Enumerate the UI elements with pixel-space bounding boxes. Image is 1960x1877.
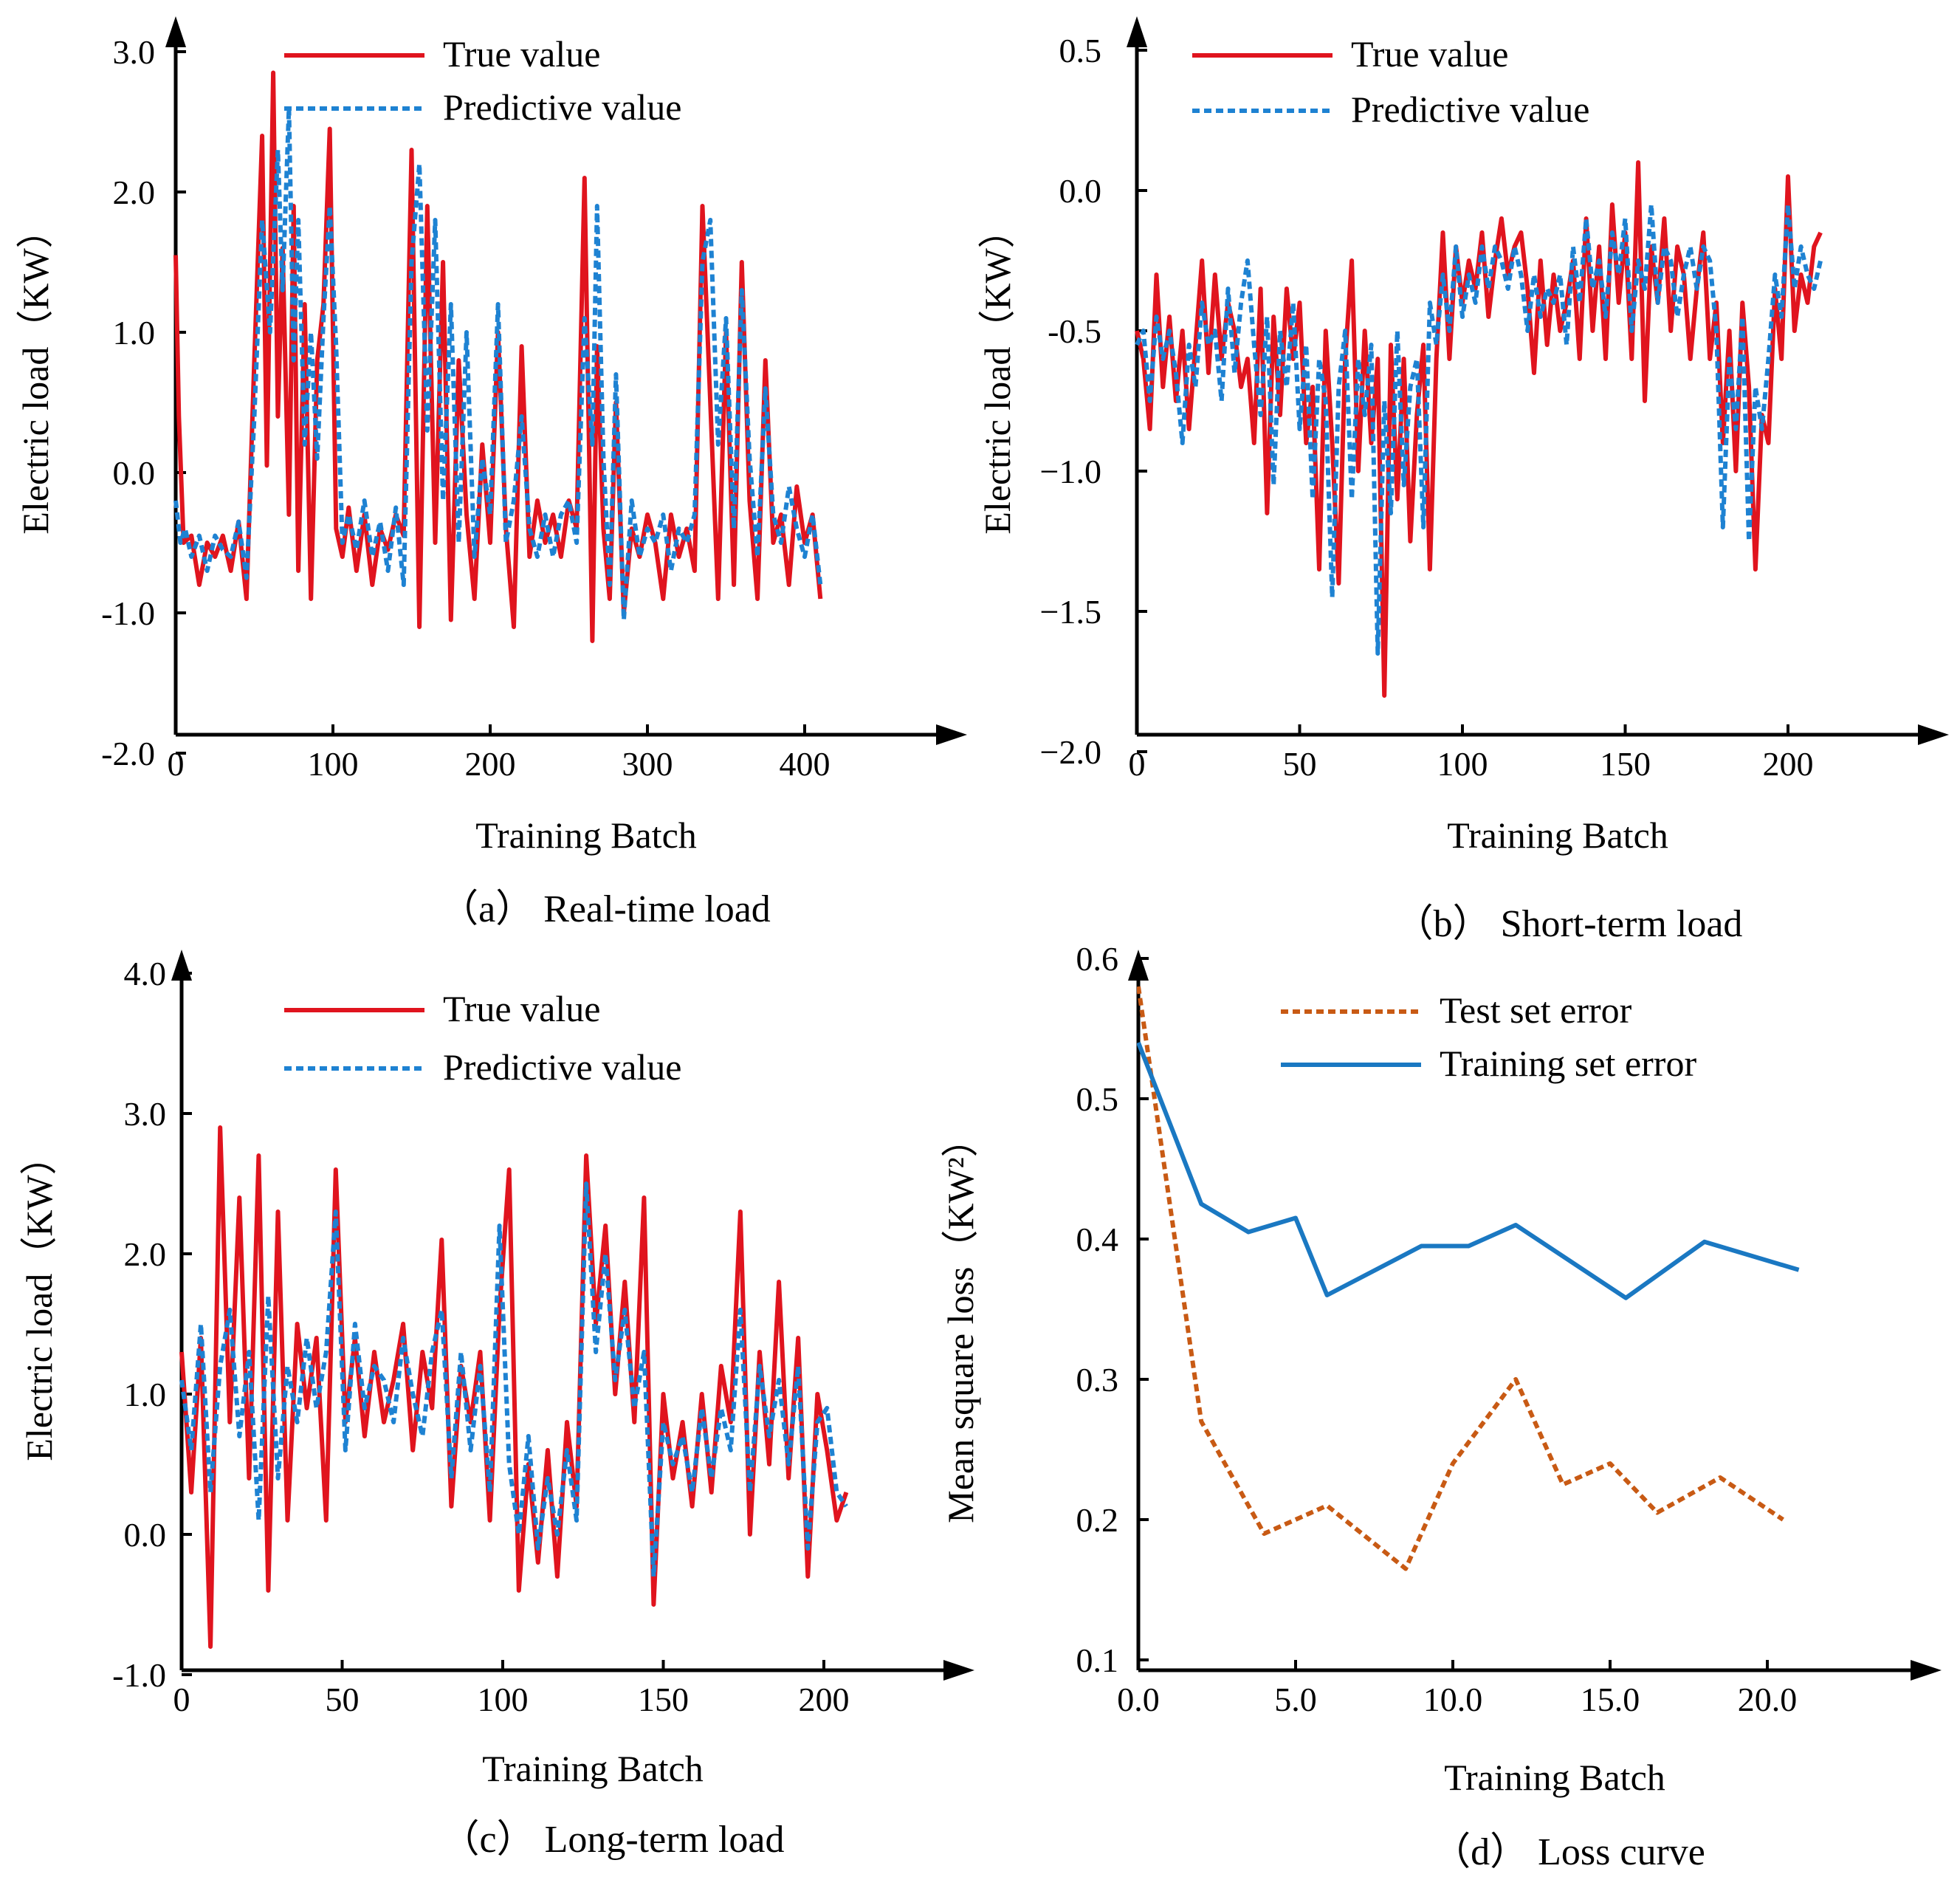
y-tick-label: 0.0: [113, 454, 156, 492]
caption-d: （d） Loss curve: [1432, 1831, 1705, 1873]
x-axis-label: Training Batch: [482, 1748, 704, 1789]
x-tick-label: 200: [1763, 745, 1814, 783]
x-tick-label: 150: [638, 1681, 689, 1718]
x-axis-label: Training Batch: [1444, 1757, 1665, 1798]
x-axis-label: Training Batch: [1447, 814, 1668, 856]
legend-label: Training set error: [1440, 1043, 1696, 1084]
x-axis-arrow-icon: [936, 724, 967, 745]
series-line-training-set-error: [1137, 1041, 1800, 1300]
x-axis-arrow-icon: [1911, 1660, 1942, 1681]
x-tick-label: 5.0: [1274, 1681, 1317, 1718]
y-axis-arrow-icon: [165, 16, 186, 47]
y-tick-label: −1.0: [1040, 453, 1101, 490]
x-tick-label: 100: [1437, 745, 1488, 783]
y-tick-label: 0.1: [1076, 1641, 1119, 1679]
series-line-predictive-value: [179, 1181, 848, 1579]
y-tick-label: 0.6: [1076, 940, 1119, 978]
x-tick-label: 150: [1600, 745, 1651, 783]
caption-c: （c） Long-term load: [441, 1819, 785, 1861]
y-tick-label: 0.4: [1076, 1221, 1119, 1258]
legend-label: Predictive value: [443, 86, 682, 128]
x-tick-label: 0: [173, 1681, 190, 1718]
series-group: [173, 70, 823, 643]
x-tick-label: 0: [168, 745, 185, 783]
y-tick-label: -1.0: [101, 594, 155, 632]
y-axis-label: Mean square loss（KW²）: [940, 1120, 981, 1523]
x-axis-arrow-icon: [943, 1660, 974, 1681]
series-line-true-value: [1135, 160, 1823, 698]
caption-b: （b） Short-term load: [1395, 903, 1743, 945]
series-line-predictive-value: [173, 106, 823, 622]
y-tick-label: 0.0: [124, 1516, 167, 1554]
x-tick-label: 0.0: [1117, 1681, 1160, 1718]
y-tick-label: 2.0: [124, 1235, 167, 1273]
x-tick-label: 200: [465, 745, 516, 783]
chart-panel-long-term: 0 50 100 150 200 -1.0 0.0 1.0 2.0 3.0 4.0 Training …: [18, 950, 974, 1789]
y-tick-label: 3.0: [113, 33, 156, 71]
chart-panel-real-time: 0 100 200 300 400 -2.0 -1.0 0.0 1.0 2.0 3.0 Trainin…: [15, 16, 967, 856]
y-axis-arrow-icon: [171, 950, 192, 981]
y-axis-arrow-icon: [1128, 950, 1149, 981]
chart-panel-short-term: 0 50 100 150 200 −2.0 −1.5 −1.0 -0.5 0.0 0.5 Traini…: [977, 16, 1949, 856]
x-tick-label: 100: [308, 745, 359, 783]
x-axis-label: Training Batch: [475, 814, 697, 856]
y-tick-label: 0.0: [1059, 172, 1102, 210]
y-tick-label: 2.0: [113, 174, 156, 211]
y-tick-label: -0.5: [1048, 312, 1101, 350]
legend-label: Predictive value: [1351, 89, 1590, 130]
y-tick-label: 0.3: [1076, 1361, 1119, 1399]
y-axis-label: Electric load（KW）: [18, 1138, 60, 1461]
y-axis-label: Electric load（KW）: [15, 211, 56, 534]
x-tick-label: 100: [478, 1681, 529, 1718]
y-tick-label: -1.0: [112, 1656, 166, 1694]
y-tick-label: 0.5: [1076, 1080, 1119, 1118]
series-line-true-value: [179, 1125, 849, 1649]
y-tick-label: 1.0: [124, 1376, 167, 1413]
y-axis-label: Electric load（KW）: [977, 211, 1018, 534]
x-tick-label: 400: [780, 745, 831, 783]
x-tick-label: 200: [799, 1681, 850, 1718]
y-tick-label: 0.2: [1076, 1501, 1119, 1539]
x-tick-label: 20.0: [1738, 1681, 1798, 1718]
legend-label: Predictive value: [443, 1046, 682, 1088]
x-tick-label: 300: [622, 745, 673, 783]
legend-label: Test set error: [1440, 989, 1632, 1031]
x-tick-label: 50: [1283, 745, 1317, 783]
y-tick-label: 1.0: [113, 314, 156, 351]
x-axis-arrow-icon: [1918, 724, 1949, 745]
series-group: [1135, 160, 1823, 698]
series-line-test-set-error: [1137, 986, 1784, 1571]
y-tick-label: 0.5: [1059, 32, 1102, 69]
x-tick-label: 50: [326, 1681, 360, 1718]
series-line-true-value: [173, 70, 823, 643]
y-tick-label: −1.5: [1040, 593, 1101, 631]
legend-label: True value: [443, 33, 600, 75]
caption-a: （a） Real-time load: [440, 888, 771, 930]
y-tick-label: 3.0: [124, 1095, 167, 1133]
legend-label: True value: [443, 988, 600, 1029]
legend-label: True value: [1351, 33, 1508, 75]
y-tick-label: 4.0: [124, 955, 167, 992]
x-tick-label: 0: [1129, 745, 1146, 783]
chart-panel-loss-curve: 0.0 5.0 10.0 15.0 20.0 0.1 0.2 0.3 0.4 0.5 0.6 Trai…: [940, 940, 1942, 1798]
series-group: [1137, 986, 1800, 1571]
y-axis-arrow-icon: [1127, 16, 1147, 47]
x-tick-label: 15.0: [1581, 1681, 1640, 1718]
y-tick-label: -2.0: [101, 735, 155, 772]
series-group: [179, 1125, 849, 1649]
x-tick-label: 10.0: [1423, 1681, 1483, 1718]
series-line-predictive-value: [1135, 202, 1823, 656]
y-tick-label: −2.0: [1040, 733, 1101, 771]
